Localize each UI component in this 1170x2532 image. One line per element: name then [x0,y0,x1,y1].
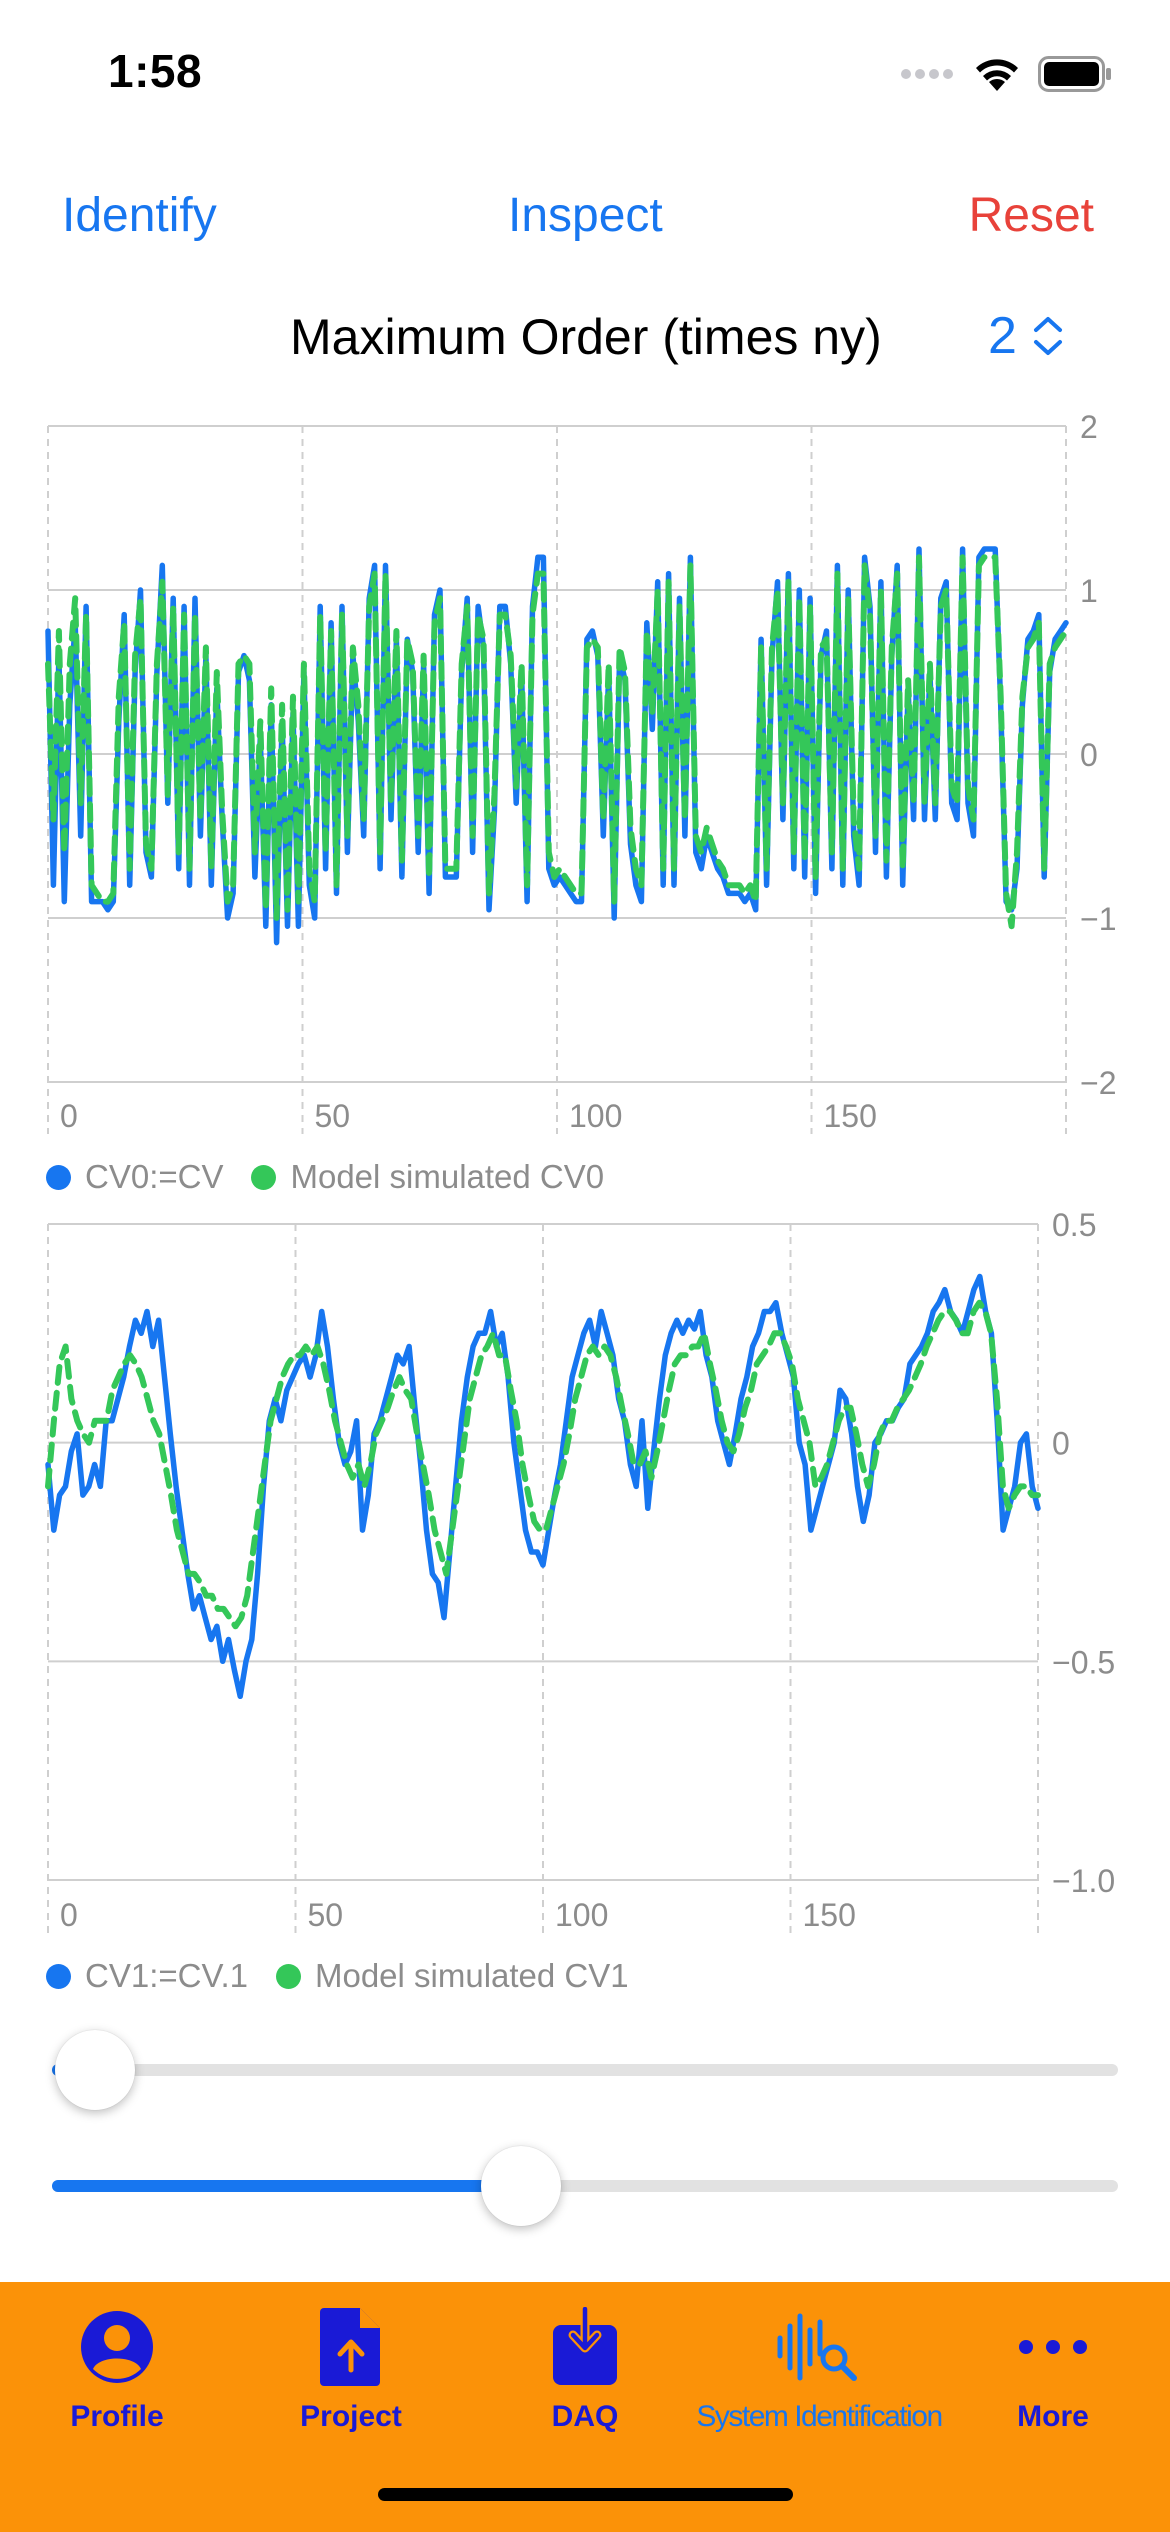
wifi-icon [976,59,1018,91]
y-tick-label: 0 [1052,1426,1070,1462]
max-order-value: 2 [988,307,1017,365]
cellular-signal-icon [901,69,953,79]
x-tick-label: 150 [803,1897,856,1933]
slider-fill [52,2180,522,2192]
legend-item-measured: CV1:=CV.1 [46,1957,248,1995]
y-tick-label: 0 [1080,737,1098,773]
x-tick-label: 0 [60,1098,78,1134]
series-line-model [45,1299,1041,1630]
legend-label: CV0:=CV [85,1158,224,1195]
x-tick-label: 0 [60,1897,78,1933]
y-tick-label: 1 [1080,573,1098,609]
x-tick-label: 50 [308,1897,344,1933]
waveform-search-icon [777,2313,857,2381]
max-order-label: Maximum Order (times ny) [290,309,882,365]
legend-dot-blue [46,1963,71,1989]
tab-label: Project [300,2400,402,2433]
cv1-chart[interactable]: 0.5 0 −0.5 −1.0 0 50 100 150 [0,1200,1170,1940]
y-tick-label: −1.0 [1052,1863,1115,1899]
slider-thumb[interactable] [54,2030,135,2110]
slider-track [52,2064,1118,2076]
slider-thumb[interactable] [481,2146,562,2226]
tray-download-icon [553,2307,617,2385]
chevron-up-down-icon [1033,317,1062,355]
ellipsis-icon [1019,2340,1087,2354]
legend-item-measured: CV0:=CV [46,1158,223,1196]
person-circle-icon [81,2311,153,2383]
legend-dot-green [251,1164,277,1190]
tab-daq[interactable]: DAQ [468,2282,702,2452]
document-upload-icon [320,2308,380,2386]
tab-more[interactable]: More [936,2282,1170,2452]
y-tick-label: 2 [1080,409,1098,445]
tab-profile[interactable]: Profile [0,2282,234,2452]
legend-item-model: Model simulated CV1 [275,1957,629,1995]
legend-label: Model simulated CV0 [290,1158,605,1195]
y-tick-label: −1 [1080,901,1116,937]
slider-top[interactable] [52,2030,1118,2110]
x-tick-label: 100 [569,1098,622,1134]
tab-label: Profile [70,2400,164,2433]
tab-label: System Identification [696,2400,943,2433]
inspect-button[interactable]: Inspect [508,189,663,242]
legend-item-model: Model simulated CV0 [251,1158,604,1196]
x-tick-label: 50 [315,1098,351,1134]
cv1-legend: CV1:=CV.1 Model simulated CV1 [46,1957,629,1995]
tab-label: More [1017,2400,1089,2433]
cv0-legend: CV0:=CV Model simulated CV0 [46,1158,604,1196]
cv0-chart[interactable]: 2 1 0 −1 −2 0 50 100 150 [0,400,1170,1140]
identify-button[interactable]: Identify [62,189,217,242]
slider-bottom[interactable] [52,2146,1118,2226]
y-tick-label: −0.5 [1052,1644,1115,1680]
status-time: 1:58 [108,45,203,97]
legend-label: Model simulated CV1 [314,1957,629,1994]
x-tick-label: 100 [555,1897,608,1933]
x-tick-label: 150 [824,1098,877,1134]
series-line-model [45,554,1069,930]
y-tick-label: −2 [1080,1065,1116,1101]
tab-label: DAQ [551,2400,619,2433]
battery-icon [1038,56,1111,92]
y-tick-label: 0.5 [1052,1207,1096,1243]
tab-project[interactable]: Project [234,2282,468,2452]
tab-system-identification[interactable]: System Identification [696,2282,943,2452]
legend-label: CV1:=CV.1 [85,1957,248,1994]
legend-dot-green [275,1963,301,1989]
max-order-picker[interactable]: 2 [988,306,1065,366]
home-indicator [378,2488,793,2501]
status-indicators [900,50,1112,98]
reset-button[interactable]: Reset [968,189,1094,242]
legend-dot-blue [46,1164,71,1190]
